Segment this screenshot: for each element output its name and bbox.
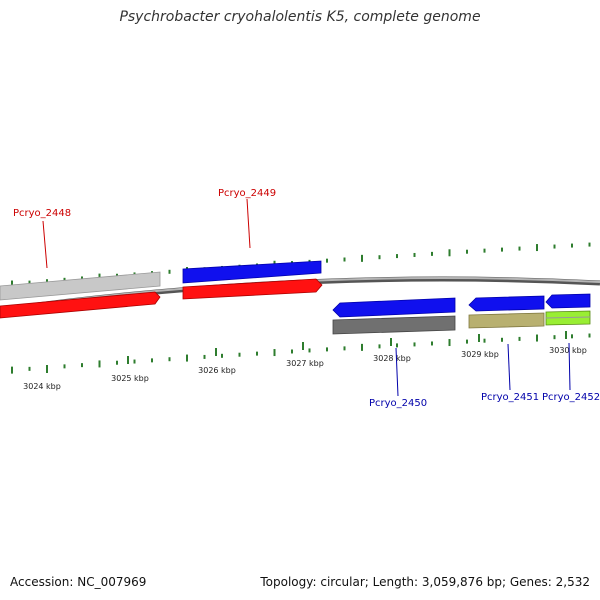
tick-label-3030: 3030 kbp xyxy=(549,346,587,355)
tick-label-3028: 3028 kbp xyxy=(373,354,411,363)
genome-summary-text: Topology: circular; Length: 3,059,876 bp… xyxy=(260,575,590,589)
accession-text: Accession: NC_007969 xyxy=(10,575,147,589)
tick-label-3024: 3024 kbp xyxy=(23,382,61,391)
tick-label-3027: 3027 kbp xyxy=(286,359,324,368)
feature-pcryo-2450-cds[interactable] xyxy=(332,297,456,335)
gene-label-pcryo-2448[interactable]: Pcryo_2448 xyxy=(13,208,71,219)
gene-label-pcryo-2450[interactable]: Pcryo_2450 xyxy=(369,398,427,409)
gene-label-pcryo-2451[interactable]: Pcryo_2451 xyxy=(481,392,539,403)
tick-label-3029: 3029 kbp xyxy=(461,350,499,359)
gene-label-pcryo-2452[interactable]: Pcryo_2452 xyxy=(542,392,600,403)
feature-pcryo-2449-cds[interactable] xyxy=(182,260,323,300)
gene-label-pcryo-2449[interactable]: Pcryo_2449 xyxy=(218,188,276,199)
lower-tick-row xyxy=(11,333,591,374)
feature-pcryo-2448-cds[interactable] xyxy=(0,271,161,319)
gene-leader-lines xyxy=(42,198,571,397)
feature-pcryo-2452-cds[interactable] xyxy=(545,293,591,326)
tick-label-3026: 3026 kbp xyxy=(198,366,236,375)
genome-title: Psychrobacter cryohalolentis K5, complet… xyxy=(119,9,481,25)
tick-label-3025: 3025 kbp xyxy=(111,374,149,383)
major-ticks xyxy=(46,331,567,373)
feature-pcryo-2451-cds[interactable] xyxy=(468,295,545,329)
